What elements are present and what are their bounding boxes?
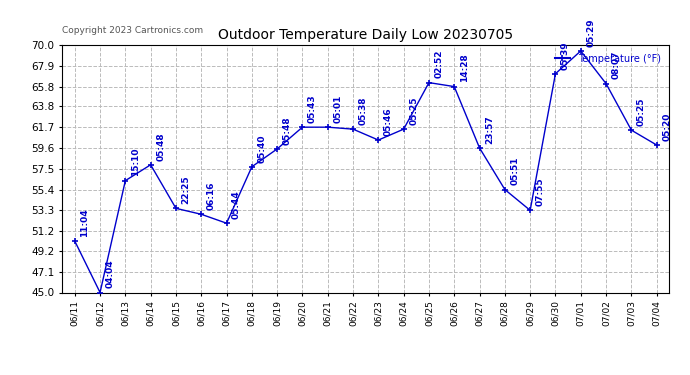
Text: 05:48: 05:48 xyxy=(156,132,165,160)
Text: 05:25: 05:25 xyxy=(637,98,646,126)
Text: 23:57: 23:57 xyxy=(485,115,494,144)
Text: 05:43: 05:43 xyxy=(308,94,317,123)
Text: 07:55: 07:55 xyxy=(535,177,544,206)
Text: 05:40: 05:40 xyxy=(257,134,266,163)
Text: 04:04: 04:04 xyxy=(106,260,115,288)
Text: 15:10: 15:10 xyxy=(131,148,140,177)
Text: 05:25: 05:25 xyxy=(409,96,418,125)
Text: 11:04: 11:04 xyxy=(80,208,89,237)
Text: 05:48: 05:48 xyxy=(283,116,292,145)
Title: Outdoor Temperature Daily Low 20230705: Outdoor Temperature Daily Low 20230705 xyxy=(218,28,513,42)
Text: 05:29: 05:29 xyxy=(586,18,595,47)
Text: 05:38: 05:38 xyxy=(359,96,368,125)
Text: 02:52: 02:52 xyxy=(435,50,444,78)
Text: Copyright 2023 Cartronics.com: Copyright 2023 Cartronics.com xyxy=(62,26,204,35)
Text: 05:20: 05:20 xyxy=(662,112,671,141)
Text: 05:46: 05:46 xyxy=(384,107,393,136)
Text: 08:07: 08:07 xyxy=(611,51,620,80)
Text: 05:01: 05:01 xyxy=(333,94,342,123)
Text: 22:25: 22:25 xyxy=(181,176,190,204)
Text: 05:51: 05:51 xyxy=(511,157,520,185)
Text: 05:44: 05:44 xyxy=(232,190,241,219)
Text: 14:28: 14:28 xyxy=(460,54,469,82)
Text: 06:16: 06:16 xyxy=(207,182,216,210)
Legend: Temperature (°F): Temperature (°F) xyxy=(551,50,664,68)
Text: 05:39: 05:39 xyxy=(561,41,570,69)
